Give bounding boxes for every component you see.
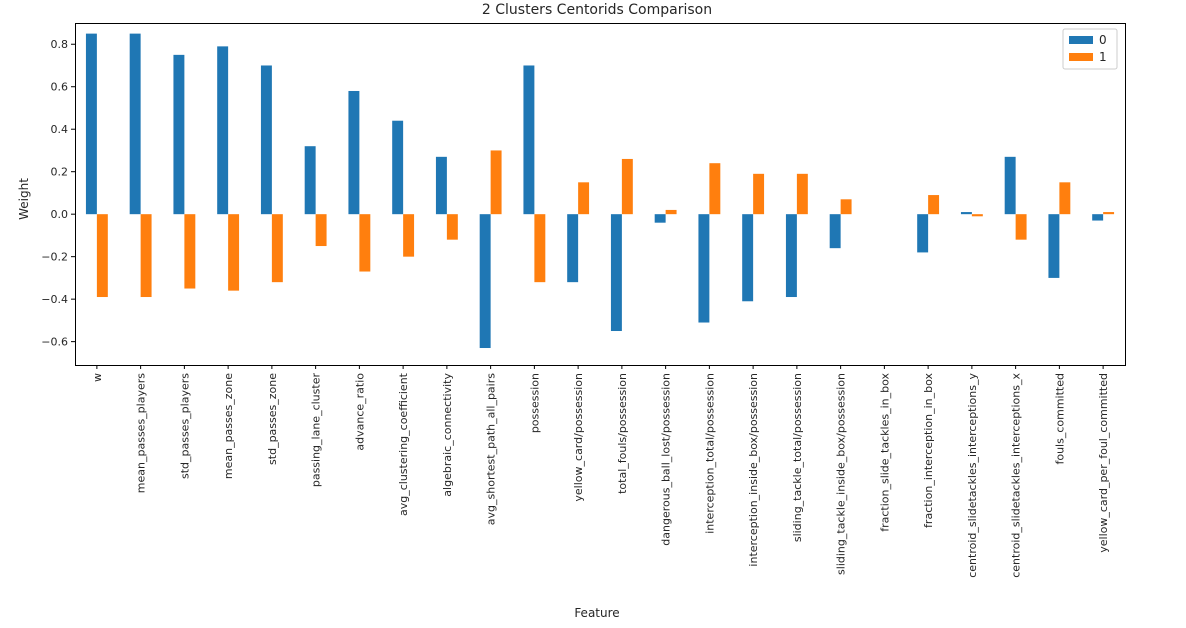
bar-series-0-4 bbox=[217, 46, 229, 215]
y-tick-label: 0.4 bbox=[51, 123, 69, 136]
bar-series-0-12 bbox=[567, 214, 579, 283]
legend-swatch-0 bbox=[1069, 36, 1093, 44]
x-tick-label: advance_ratio bbox=[353, 373, 366, 451]
legend-label-0: 0 bbox=[1099, 33, 1107, 47]
x-tick-label: fouls_committed bbox=[1053, 373, 1066, 465]
bar-series-0-15 bbox=[698, 214, 710, 323]
bar-series-0-7 bbox=[348, 90, 360, 215]
x-tick-label: interception_total/possession bbox=[703, 373, 716, 534]
legend: 01 bbox=[1062, 28, 1118, 70]
x-tick-label: mean_passes_players bbox=[135, 373, 148, 493]
y-tick-label: −0.6 bbox=[41, 336, 68, 349]
bar-series-1-17 bbox=[796, 173, 808, 215]
x-tick-label: passing_lane_cluster bbox=[310, 373, 323, 488]
bar-series-0-23 bbox=[1048, 214, 1060, 278]
x-tick-label: possession bbox=[528, 373, 541, 433]
bar-series-1-24 bbox=[1103, 212, 1115, 215]
y-axis: −0.6 −0.4 −0.2 0.0 0.2 0.4 0.6 0.8 bbox=[41, 38, 75, 349]
bar-series-0-5 bbox=[260, 65, 272, 215]
x-tick-label: yellow_card/possession bbox=[572, 373, 585, 502]
bar-series-1-6 bbox=[315, 214, 327, 247]
x-tick-label: mean_passes_zone bbox=[222, 373, 235, 479]
bar-series-0-11 bbox=[523, 65, 535, 215]
x-tick-label: centroid_slidetackles_interceptions_x bbox=[1010, 373, 1023, 578]
y-tick-label: 0.0 bbox=[51, 208, 69, 221]
bar-series-1-2 bbox=[140, 214, 152, 298]
bar-series-0-10 bbox=[479, 214, 491, 349]
x-tick-label: sliding_tackle_total/possession bbox=[791, 373, 804, 542]
bar-series-1-20 bbox=[928, 195, 940, 215]
bar-series-0-9 bbox=[435, 156, 447, 215]
x-tick-label: avg_clustering_coefficient bbox=[397, 372, 410, 516]
bar-series-1-15 bbox=[709, 163, 721, 215]
x-tick-label: dangerous_ball_lost/possession bbox=[660, 373, 673, 546]
x-tick-label: sliding_tackle_inside_box/possession bbox=[835, 373, 848, 575]
bar-series-0-18 bbox=[829, 214, 841, 249]
bar-series-1-22 bbox=[1015, 214, 1027, 240]
y-tick-label: 0.8 bbox=[51, 38, 69, 51]
y-axis-title: Weight bbox=[17, 178, 31, 220]
y-tick-label: 0.6 bbox=[51, 81, 69, 94]
x-tick-label: std_passes_zone bbox=[266, 373, 279, 465]
bar-series-1-4 bbox=[228, 214, 240, 291]
bar-series-1-11 bbox=[534, 214, 546, 283]
chart-title: 2 Clusters Centorids Comparison bbox=[482, 2, 712, 18]
bar-series-0-17 bbox=[785, 214, 797, 298]
y-tick-label: 0.2 bbox=[51, 166, 69, 179]
x-tick-label: total_fouls/possession bbox=[616, 373, 629, 494]
bar-series-1-1 bbox=[96, 214, 108, 298]
bar-series-0-16 bbox=[742, 214, 754, 302]
y-tick-label: −0.4 bbox=[41, 293, 68, 306]
legend-swatch-1 bbox=[1069, 53, 1093, 61]
bar-series-0-1 bbox=[85, 33, 97, 215]
bar-series-1-9 bbox=[446, 214, 458, 240]
x-tick-label: std_passes_players bbox=[178, 373, 191, 479]
legend-label-1: 1 bbox=[1099, 50, 1107, 64]
bar-series-1-21 bbox=[971, 214, 983, 217]
bar-series-0-21 bbox=[960, 212, 972, 215]
bar-series-1-8 bbox=[403, 214, 415, 257]
y-tick-label: −0.2 bbox=[41, 251, 68, 264]
x-tick-label: centroid_slidetackles_interceptions_y bbox=[966, 373, 979, 578]
bar-series-0-3 bbox=[173, 54, 185, 215]
x-tick-label: algebraic_connectivity bbox=[441, 373, 454, 497]
bar-series-1-5 bbox=[271, 214, 283, 283]
legend-box bbox=[1062, 28, 1118, 70]
bar-series-0-6 bbox=[304, 146, 316, 215]
bar-series-1-13 bbox=[621, 158, 633, 215]
x-tick-label: w bbox=[91, 373, 104, 382]
bar-series-0-22 bbox=[1004, 156, 1016, 215]
bar-series-1-14 bbox=[665, 209, 677, 215]
bar-series-1-7 bbox=[359, 214, 371, 272]
bar-series-0-8 bbox=[392, 120, 404, 215]
x-tick-label: fraction_interception_in_box bbox=[922, 373, 935, 528]
bar-series-0-13 bbox=[610, 214, 622, 332]
x-tick-label: avg_shortest_path_all_pairs bbox=[485, 373, 498, 525]
x-tick-label: yellow_card_per_foul_committed bbox=[1097, 373, 1110, 553]
bar-series-1-12 bbox=[578, 182, 590, 215]
plot-frame bbox=[75, 23, 1126, 366]
x-tick-label: fraction_slide_tackles_in_box bbox=[878, 373, 891, 532]
bar-series-0-2 bbox=[129, 33, 141, 215]
x-tick-label: interception_inside_box/possession bbox=[747, 373, 760, 567]
bars-layer bbox=[85, 33, 1115, 349]
bar-series-0-24 bbox=[1092, 214, 1104, 221]
bar-series-1-3 bbox=[184, 214, 196, 289]
bar-series-0-14 bbox=[654, 214, 666, 223]
x-axis: w mean_passes_players std_passes_players me… bbox=[91, 365, 1110, 578]
bar-series-1-23 bbox=[1059, 182, 1071, 215]
x-axis-title: Feature bbox=[574, 606, 619, 620]
bar-series-1-10 bbox=[490, 150, 502, 215]
bar-series-1-18 bbox=[840, 199, 852, 215]
bar-series-0-20 bbox=[917, 214, 929, 253]
bar-series-1-16 bbox=[753, 173, 765, 215]
